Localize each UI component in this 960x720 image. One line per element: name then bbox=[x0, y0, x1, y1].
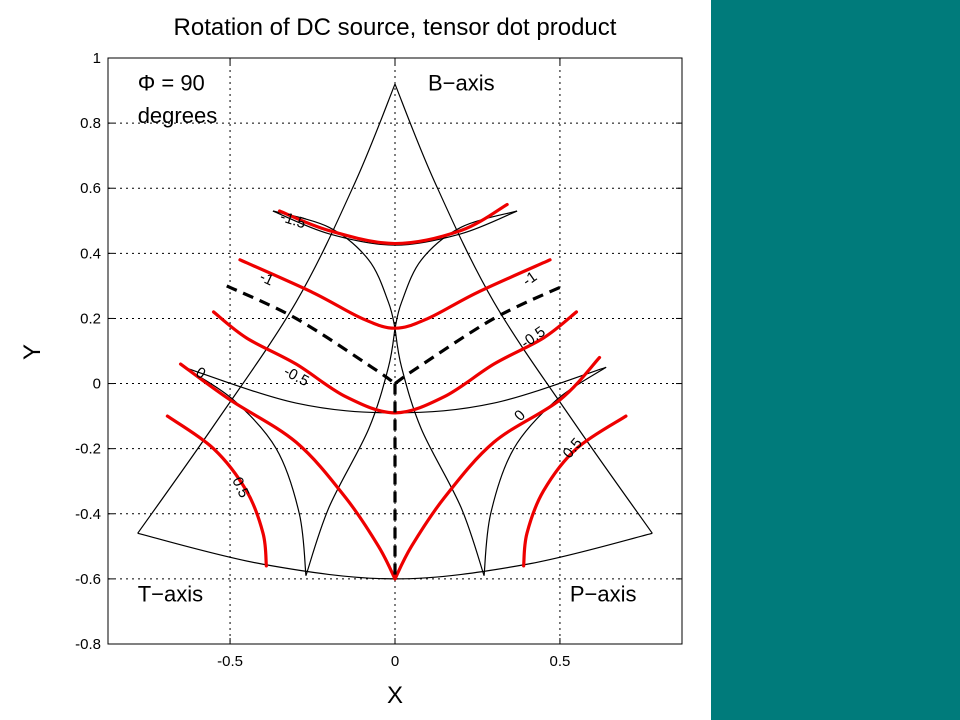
y-tick-label: 0.2 bbox=[80, 310, 101, 327]
contour-label: 0 bbox=[193, 364, 209, 383]
chart-annotation: P−axis bbox=[570, 582, 637, 607]
y-tick-label: -0.2 bbox=[75, 441, 101, 458]
x-tick-label: -0.5 bbox=[217, 653, 243, 670]
contour-label: -1.5 bbox=[278, 208, 308, 232]
contour-line bbox=[277, 202, 509, 246]
contour-label: -0.5 bbox=[281, 363, 312, 390]
boundary-curve bbox=[394, 328, 485, 576]
grid bbox=[108, 57, 682, 645]
side-panel bbox=[711, 0, 960, 720]
chart-annotation: B−axis bbox=[428, 71, 495, 96]
chart-annotation: Φ = 90 bbox=[138, 71, 205, 96]
dashed-line bbox=[394, 284, 564, 385]
y-axis-title: Y bbox=[19, 344, 46, 360]
y-tick-label: 0 bbox=[93, 376, 101, 393]
y-tick-label: 0.6 bbox=[80, 180, 101, 197]
x-tick-label: 0 bbox=[391, 653, 399, 670]
x-axis-title: X bbox=[387, 682, 403, 709]
boundary-curve bbox=[394, 83, 653, 534]
x-tick-label: 0.5 bbox=[550, 653, 571, 670]
contour-label: -1 bbox=[257, 268, 276, 289]
contour-label: 0.5 bbox=[560, 435, 586, 462]
annotations: Φ = 90 degrees B−axis T−axis P−axis bbox=[138, 71, 637, 607]
contour-line bbox=[393, 355, 602, 581]
boundary-curve bbox=[305, 328, 396, 576]
chart-annotation: degrees bbox=[138, 103, 218, 128]
contour-line bbox=[165, 414, 268, 568]
boundary-curve bbox=[183, 366, 307, 576]
contour-line bbox=[238, 258, 552, 330]
contour-line bbox=[178, 362, 397, 581]
y-tick-label: 0.4 bbox=[80, 245, 101, 262]
y-tick-label: -0.6 bbox=[75, 571, 101, 588]
chart: Rotation of DC source, tensor dot produc… bbox=[19, 14, 683, 709]
y-tick-label: -0.8 bbox=[75, 636, 101, 653]
y-tick-label: -0.4 bbox=[75, 506, 101, 523]
boundary-curve bbox=[272, 210, 518, 246]
contour-line bbox=[211, 310, 579, 415]
dashed-lines bbox=[226, 284, 564, 579]
boundary-curves bbox=[137, 83, 653, 580]
chart-title: Rotation of DC source, tensor dot produc… bbox=[174, 14, 617, 41]
y-tick-label: 0.8 bbox=[80, 115, 101, 132]
axis-ticks: -0.5 0 0.5 -0.8 -0.6 -0.4 -0.2 0 0.2 0.4 0.6 0.8 1 bbox=[75, 50, 682, 670]
contour-line bbox=[522, 414, 628, 568]
chart-annotation: T−axis bbox=[138, 582, 203, 607]
contour-curves bbox=[165, 202, 628, 581]
dashed-line bbox=[226, 284, 396, 385]
boundary-curve bbox=[272, 210, 396, 329]
y-tick-label: 1 bbox=[93, 50, 101, 67]
boundary-curve bbox=[483, 366, 607, 576]
boundary-curve bbox=[137, 83, 396, 534]
